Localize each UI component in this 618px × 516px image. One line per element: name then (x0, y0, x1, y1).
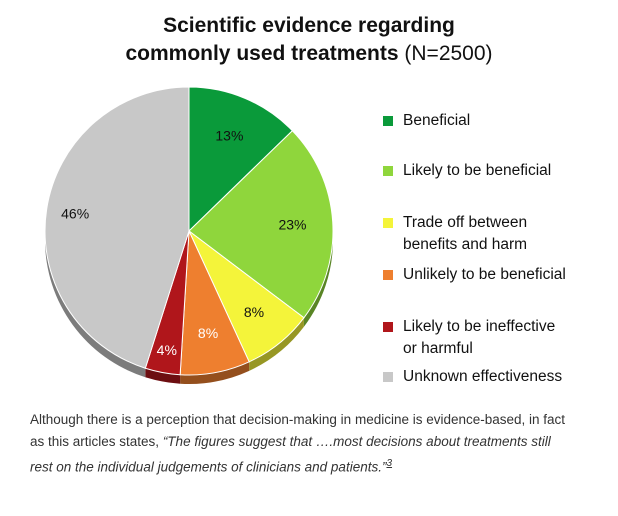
legend-item: Beneficial (383, 110, 593, 132)
pie-slice-likely-to-be-beneficial (188, 130, 334, 319)
legend-label-line: Likely to be ineffective (403, 318, 556, 335)
pie-side-4 (145, 368, 181, 384)
legend-item: Trade off between benefits and harm (383, 212, 593, 256)
pie-slice-unknown-effectiveness (44, 86, 190, 369)
legend-label-line: or harmful (403, 340, 473, 357)
slice-label-4: 4% (157, 342, 177, 358)
legend-swatch (383, 218, 393, 228)
chart-title: Scientific evidence regarding commonly u… (0, 12, 618, 68)
legend-swatch (383, 166, 393, 176)
legend-label-line: Unknown effectiveness (403, 368, 563, 385)
legend-label-line: Trade off between (403, 214, 528, 231)
legend-label-line: Beneficial (403, 112, 471, 129)
legend-label-line: benefits and harm (403, 236, 528, 253)
legend-swatch (383, 322, 393, 332)
caption: Although there is a perception that deci… (30, 409, 570, 479)
legend-label: Trade off between benefits and harm (403, 212, 593, 256)
legend-label: Beneficial (403, 110, 593, 132)
legend-item: Likely to be ineffective or harmful (383, 316, 593, 360)
slice-label-3: 8% (198, 325, 218, 341)
caption-quote: “The figures suggest that ….most decisio… (30, 434, 551, 475)
legend-item: Unknown effectiveness (383, 366, 593, 388)
slice-label-0: 13% (215, 128, 243, 144)
slice-label-2: 8% (244, 304, 264, 320)
legend-label: Likely to be beneficial (403, 160, 593, 182)
legend-swatch (383, 372, 393, 382)
legend-label-line: Unlikely to be beneficial (403, 266, 566, 283)
pie-chart: 13% 23% 8% 8% 4% 46% (44, 86, 334, 384)
legend-item: Likely to be beneficial (383, 160, 593, 182)
title-suffix: (N=2500) (404, 42, 493, 65)
pie-side-1 (303, 231, 333, 327)
reference-link[interactable]: 3 (386, 458, 393, 469)
legend-label: Unlikely to be beneficial (403, 264, 593, 286)
legend-label: Unknown effectiveness (403, 366, 593, 388)
legend-label-line: Likely to be beneficial (403, 162, 552, 179)
pie-side-2 (249, 317, 304, 371)
legend-swatch (383, 270, 393, 280)
title-line-2: commonly used treatments (125, 42, 399, 65)
legend-item: Unlikely to be beneficial (383, 264, 593, 286)
pie-side-5 (45, 231, 146, 378)
slice-label-1: 23% (278, 217, 306, 233)
legend-swatch (383, 116, 393, 126)
legend-label: Likely to be ineffective or harmful (403, 316, 593, 360)
slice-label-5: 46% (61, 205, 89, 221)
caption-text: Although there is a perception that deci… (30, 412, 566, 449)
title-line-1: Scientific evidence regarding (163, 14, 455, 37)
pie-slice-beneficial (188, 86, 294, 233)
